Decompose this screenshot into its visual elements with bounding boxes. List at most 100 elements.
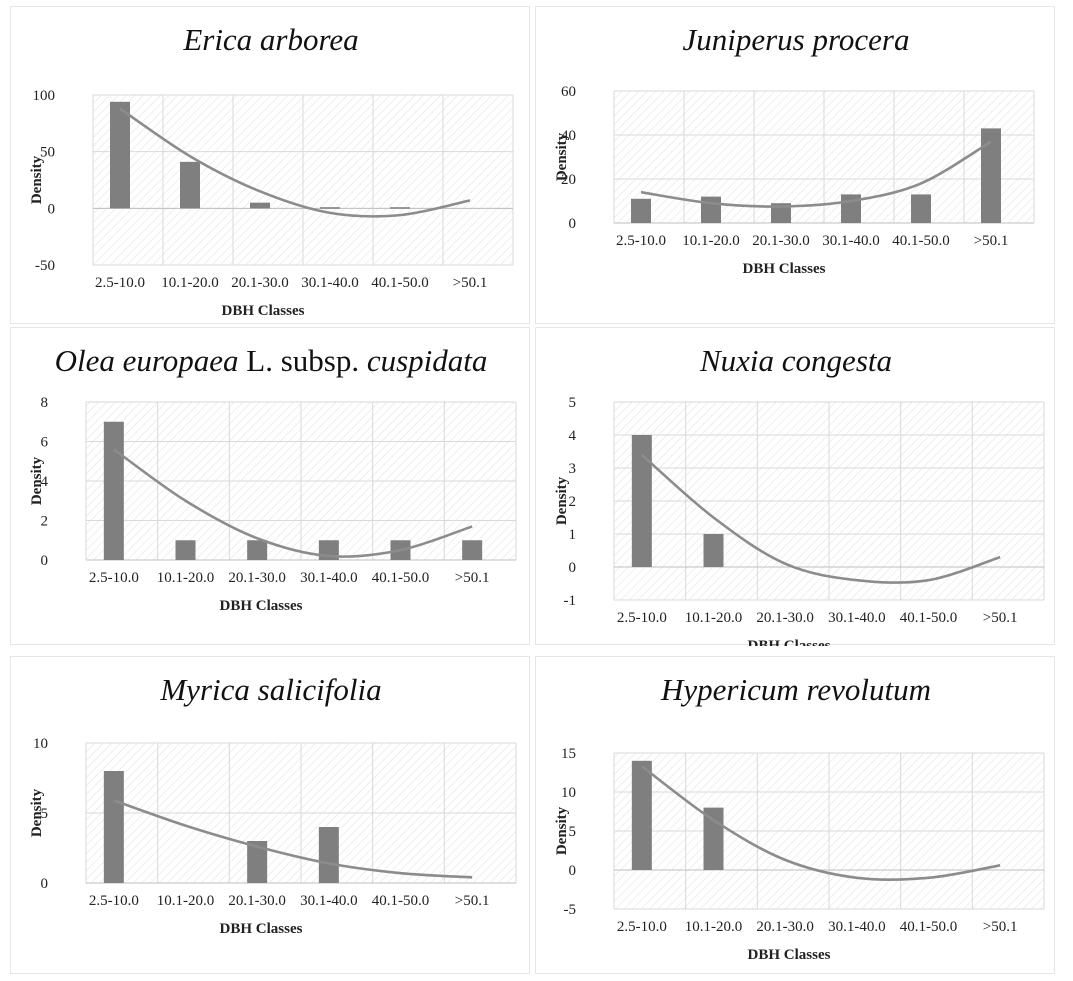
chart-panel-olea-europaea: Olea europaea L. subsp. cuspidata 0 2 4 6 8 2.… <box>10 327 530 645</box>
x-tick-label: 10.1-20.0 <box>685 610 743 626</box>
bar-10-1-20-0 <box>180 161 200 209</box>
bar-20-1-30-0 <box>247 841 268 883</box>
bar-40-1-50-0 <box>911 194 931 223</box>
y-tick-label: 10 <box>561 785 576 801</box>
bar-50-1 <box>981 128 1001 223</box>
x-tick-label: >50.1 <box>983 610 1018 626</box>
bar-2-5-10-0 <box>631 760 652 870</box>
bar-2-5-10-0 <box>103 771 124 883</box>
trendline <box>640 453 1001 584</box>
y-tick-label: 0 <box>41 876 49 892</box>
bar-2-5-10-0 <box>631 435 652 567</box>
bar-2-5-10-0 <box>110 101 130 209</box>
x-tick-label: 30.1-40.0 <box>301 275 359 291</box>
trendline <box>119 107 471 218</box>
y-tick-label: 5 <box>569 824 577 840</box>
x-tick-label: 10.1-20.0 <box>685 919 743 935</box>
x-tick-label: 2.5-10.0 <box>95 275 145 291</box>
y-tick-label: -5 <box>564 902 577 918</box>
chart-panel-myrica-salicifolia: Myrica salicifolia 0 5 10 2.5-10.0 10.1-20.0 2… <box>10 656 530 974</box>
bar-30-1-40-0 <box>318 827 339 883</box>
y-tick-label: 5 <box>41 806 49 822</box>
y-tick-label: 0 <box>569 863 577 879</box>
bar-20-1-30-0 <box>250 202 270 209</box>
chart-title: Nuxia congesta <box>699 343 892 378</box>
x-tick-label: 40.1-50.0 <box>371 275 429 291</box>
y-axis-label: Density <box>554 806 570 855</box>
x-tick-label: 30.1-40.0 <box>300 570 358 586</box>
x-tick-label: 30.1-40.0 <box>300 893 358 909</box>
x-tick-label: 40.1-50.0 <box>372 893 430 909</box>
x-tick-label: 20.1-30.0 <box>231 275 289 291</box>
chart-canvas-erica-arborea: Erica arborea -50 0 50 100 2.5-10.0 10.1-20.0 2… <box>29 22 514 319</box>
bar-20-1-30-0 <box>771 203 791 223</box>
y-tick-label: -50 <box>35 258 55 274</box>
x-axis-label: DBH Classes <box>220 598 303 614</box>
y-tick-label: 2 <box>569 494 577 510</box>
x-axis-label: DBH Classes <box>748 638 831 646</box>
y-tick-label: 8 <box>41 395 49 411</box>
bar-40-1-50-0 <box>390 207 410 209</box>
x-tick-label: 10.1-20.0 <box>682 233 740 249</box>
y-tick-label: -1 <box>564 593 577 609</box>
y-tick-label: 0 <box>48 201 56 217</box>
y-tick-label: 15 <box>561 746 576 762</box>
chart-canvas-myrica-salicifolia: Myrica salicifolia 0 5 10 2.5-10.0 10.1-20.0 2… <box>29 672 517 937</box>
chart-panel-erica-arborea: Erica arborea -50 0 50 100 2.5-10.0 10.1-20.0 2… <box>10 6 530 324</box>
trendline <box>113 448 473 558</box>
chart-canvas-hypericum-revolutum: Hypericum revolutum -5 0 5 10 15 2.5-10.0 10.1-… <box>554 672 1045 963</box>
chart-title: Erica arborea <box>182 22 358 57</box>
x-axis-label: DBH Classes <box>743 261 826 277</box>
trendline <box>641 765 1001 882</box>
x-tick-label: 20.1-30.0 <box>228 570 286 586</box>
y-tick-label: 40 <box>561 128 576 144</box>
y-tick-label: 50 <box>40 145 55 161</box>
y-axis-label: Density <box>29 155 45 204</box>
x-tick-label: >50.1 <box>455 570 490 586</box>
chart-title: Hypericum revolutum <box>660 672 931 707</box>
x-tick-label: 2.5-10.0 <box>89 893 139 909</box>
x-tick-label: 40.1-50.0 <box>372 570 430 586</box>
chart-panel-juniperus-procera: Juniperus procera 0 20 40 60 2.5-10.0 10.1-20.… <box>535 6 1055 324</box>
y-tick-label: 3 <box>569 461 577 477</box>
chart-canvas-olea-europaea: Olea europaea L. subsp. cuspidata 0 2 4 6 8 2.… <box>29 343 517 614</box>
bar-10-1-20-0 <box>701 196 721 223</box>
bar-10-1-20-0 <box>703 807 724 870</box>
x-axis-label: DBH Classes <box>222 303 305 319</box>
y-tick-label: 1 <box>569 527 577 543</box>
x-tick-label: 20.1-30.0 <box>228 893 286 909</box>
chart-title: Myrica salicifolia <box>159 672 381 707</box>
y-tick-label: 4 <box>41 474 49 490</box>
x-tick-label: 20.1-30.0 <box>756 610 814 626</box>
x-tick-label: >50.1 <box>983 919 1018 935</box>
bar-30-1-40-0 <box>320 207 340 209</box>
y-axis-label: Density <box>29 456 45 505</box>
x-tick-label: 2.5-10.0 <box>89 570 139 586</box>
trendline <box>640 140 992 208</box>
chart-canvas-juniperus-procera: Juniperus procera 0 20 40 60 2.5-10.0 10.1-20.… <box>554 22 1035 277</box>
x-tick-label: 20.1-30.0 <box>752 233 810 249</box>
y-tick-label: 0 <box>41 553 49 569</box>
chart-title: Olea europaea L. subsp. cuspidata <box>55 343 488 378</box>
x-axis-label: DBH Classes <box>748 947 831 963</box>
x-tick-label: 2.5-10.0 <box>617 919 667 935</box>
trendline <box>113 799 473 879</box>
bar-10-1-20-0 <box>175 540 196 560</box>
x-axis-label: DBH Classes <box>220 921 303 937</box>
x-tick-label: >50.1 <box>974 233 1009 249</box>
x-tick-label: 10.1-20.0 <box>161 275 219 291</box>
x-tick-label: 30.1-40.0 <box>822 233 880 249</box>
y-tick-label: 5 <box>569 395 577 411</box>
x-tick-label: 2.5-10.0 <box>616 233 666 249</box>
bar-2-5-10-0 <box>631 198 651 223</box>
bar-10-1-20-0 <box>703 534 724 567</box>
chart-title: Juniperus procera <box>682 22 909 57</box>
y-tick-label: 2 <box>41 514 49 530</box>
x-tick-label: 40.1-50.0 <box>892 233 950 249</box>
bar-20-1-30-0 <box>247 540 268 560</box>
chart-canvas-nuxia-congesta: Nuxia congesta -1 0 1 2 3 4 5 2.5-10.0 10.1-20.0 2… <box>554 343 1045 646</box>
y-axis-label: Density <box>29 788 45 837</box>
x-tick-label: 40.1-50.0 <box>900 610 958 626</box>
y-axis-label: Density <box>554 476 570 525</box>
y-tick-label: 10 <box>33 736 48 752</box>
